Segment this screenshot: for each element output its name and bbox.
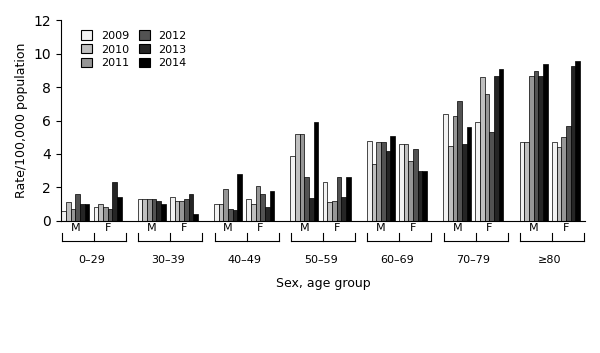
Text: 0–29: 0–29 xyxy=(78,255,105,265)
Bar xyxy=(422,170,427,221)
Bar xyxy=(170,197,175,221)
Bar xyxy=(80,204,85,221)
Bar xyxy=(328,202,332,221)
Bar xyxy=(103,207,107,221)
Text: 60–69: 60–69 xyxy=(380,255,414,265)
Bar xyxy=(300,134,304,221)
Bar xyxy=(304,177,309,221)
Bar xyxy=(175,201,179,221)
Bar xyxy=(223,189,228,221)
Bar xyxy=(265,207,270,221)
Bar xyxy=(152,199,157,221)
Bar xyxy=(76,194,80,221)
Bar xyxy=(346,177,351,221)
Bar xyxy=(85,204,89,221)
Bar xyxy=(457,101,462,221)
Bar xyxy=(98,204,103,221)
Text: 70–79: 70–79 xyxy=(457,255,490,265)
Bar xyxy=(94,207,98,221)
Text: ≥80: ≥80 xyxy=(538,255,562,265)
Bar xyxy=(485,94,490,221)
Bar xyxy=(452,115,457,221)
Bar xyxy=(323,182,328,221)
Bar xyxy=(561,137,566,221)
Bar xyxy=(184,199,188,221)
Bar xyxy=(314,122,319,221)
Bar xyxy=(552,142,557,221)
Bar xyxy=(337,177,341,221)
Bar xyxy=(524,142,529,221)
Bar xyxy=(188,194,193,221)
Text: 30–39: 30–39 xyxy=(151,255,185,265)
Bar xyxy=(61,211,66,221)
Bar xyxy=(260,194,265,221)
Bar xyxy=(71,209,76,221)
Bar xyxy=(341,197,346,221)
Bar xyxy=(520,142,524,221)
Bar xyxy=(219,204,223,221)
Bar xyxy=(270,191,274,221)
Bar xyxy=(494,76,499,221)
Bar xyxy=(376,142,381,221)
Bar xyxy=(161,204,166,221)
Legend: 2009, 2010, 2011, 2012, 2013, 2014: 2009, 2010, 2011, 2012, 2013, 2014 xyxy=(77,26,191,73)
Bar xyxy=(557,147,561,221)
Bar xyxy=(404,144,409,221)
Bar xyxy=(533,71,538,221)
Bar xyxy=(490,132,494,221)
Bar xyxy=(448,145,452,221)
Bar xyxy=(367,140,371,221)
Bar xyxy=(371,164,376,221)
Bar xyxy=(480,77,485,221)
Bar xyxy=(251,204,256,221)
Bar xyxy=(309,198,314,221)
Bar xyxy=(256,186,260,221)
Bar xyxy=(107,209,112,221)
Bar xyxy=(475,122,480,221)
Bar xyxy=(571,66,575,221)
Bar xyxy=(117,197,122,221)
Bar xyxy=(413,149,418,221)
Bar xyxy=(575,60,580,221)
Bar xyxy=(238,174,242,221)
Bar xyxy=(499,69,503,221)
Bar xyxy=(193,214,198,221)
Text: 40–49: 40–49 xyxy=(227,255,261,265)
Bar xyxy=(112,182,117,221)
Bar xyxy=(399,144,404,221)
Bar xyxy=(409,161,413,221)
Bar xyxy=(290,156,295,221)
Bar xyxy=(142,199,147,221)
Bar xyxy=(462,144,467,221)
Bar xyxy=(529,76,533,221)
Bar xyxy=(566,126,571,221)
Bar xyxy=(543,64,548,221)
Bar xyxy=(332,201,337,221)
Bar xyxy=(386,151,390,221)
Bar xyxy=(214,204,219,221)
Bar xyxy=(381,142,386,221)
Bar xyxy=(295,134,300,221)
Bar xyxy=(418,170,422,221)
Bar xyxy=(157,201,161,221)
Bar xyxy=(233,210,238,221)
Bar xyxy=(247,199,251,221)
Text: 50–59: 50–59 xyxy=(304,255,337,265)
Text: Sex, age group: Sex, age group xyxy=(275,277,370,290)
Bar xyxy=(147,199,152,221)
Bar xyxy=(66,202,71,221)
Y-axis label: Rate/100,000 population: Rate/100,000 population xyxy=(15,43,28,198)
Bar xyxy=(228,209,233,221)
Bar xyxy=(179,201,184,221)
Bar xyxy=(390,136,395,221)
Bar xyxy=(138,199,142,221)
Bar xyxy=(538,76,543,221)
Bar xyxy=(443,114,448,221)
Bar xyxy=(467,127,471,221)
